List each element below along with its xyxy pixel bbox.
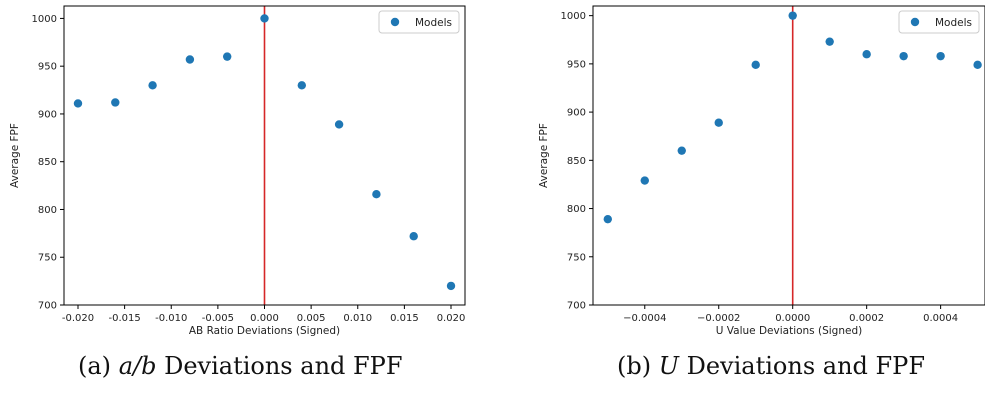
data-point-b-9: [936, 51, 945, 61]
y-tick-label-a-4: 900: [38, 109, 57, 120]
data-point-b-2: [677, 146, 686, 155]
caption-a: (a) a/b Deviations and FPF: [78, 352, 402, 380]
data-point-b-1: [640, 176, 649, 185]
x-tick-label-a-5: 0.005: [297, 313, 326, 324]
caption-a-variable: a/b: [118, 352, 157, 380]
legend-box-a: [378, 10, 460, 34]
y-tick-label-b-4: 900: [567, 108, 586, 119]
chart-a: -0.020 -0.015 -0.010 -0.005 0.000 0.005 0.010 0…: [9, 5, 466, 337]
data-point-a-5: [260, 14, 269, 23]
y-tick-label-a-0: 700: [38, 301, 57, 312]
y-tick-label-b-0: 700: [567, 301, 586, 312]
x-tick-label-b-4: 0.0004: [923, 313, 958, 324]
y-tick-label-a-6: 1000: [32, 14, 57, 25]
y-axis-label-a: Average FPF: [9, 123, 21, 188]
x-tick-label-a-2: -0.010: [155, 313, 187, 324]
data-point-a-0: [73, 99, 83, 108]
data-point-a-1: [111, 98, 120, 107]
data-point-a-3: [185, 55, 195, 64]
x-tick-label-b-2: 0.0000: [775, 313, 810, 324]
data-point-a-6: [297, 81, 307, 90]
legend-label-b: Models: [935, 17, 972, 29]
legend-a: Models: [378, 10, 460, 34]
y-tick-label-b-3: 850: [567, 156, 586, 167]
legend-b: Models: [898, 10, 980, 34]
y-tick-label-a-3: 850: [38, 157, 57, 168]
y-tick-label-b-2: 800: [567, 204, 586, 215]
data-point-b-0: [603, 214, 612, 224]
data-point-a-9: [409, 232, 418, 241]
x-tick-label-a-7: 0.015: [390, 313, 419, 324]
data-point-a-10: [446, 281, 456, 291]
y-tick-label-b-1: 750: [567, 252, 586, 263]
data-point-a-7: [334, 120, 344, 129]
x-tick-label-a-4: 0.000: [250, 313, 279, 324]
legend-label-a: Models: [415, 17, 452, 29]
y-tick-label-a-1: 750: [38, 253, 57, 264]
caption-a-label: (a): [78, 352, 112, 380]
data-point-a-2: [148, 81, 157, 90]
data-point-b-3: [714, 118, 723, 127]
legend-marker-a: [390, 17, 400, 27]
caption-b: (b) U Deviations and FPF: [617, 352, 925, 380]
caption-a-text: Deviations and FPF: [164, 352, 403, 380]
y-axis-label-b: Average FPF: [538, 123, 550, 188]
y-tick-label-a-5: 950: [38, 62, 57, 73]
data-point-b-8: [899, 51, 908, 61]
y-tick-label-b-5: 950: [567, 59, 586, 70]
x-axis-label-b: U Value Deviations (Signed): [716, 325, 862, 337]
data-point-a-8: [372, 189, 381, 199]
caption-b-text: Deviations and FPF: [686, 352, 925, 380]
data-point-b-4: [751, 60, 760, 70]
data-point-a-4: [222, 52, 232, 61]
y-tick-label-b-6: 1000: [561, 11, 586, 22]
y-tick-label-a-2: 800: [38, 205, 57, 216]
axes-frame-b: [592, 5, 985, 306]
data-point-b-6: [825, 37, 834, 46]
data-point-b-10: [973, 60, 982, 70]
x-tick-label-b-3: 0.0002: [849, 313, 884, 324]
x-tick-label-a-0: -0.020: [62, 313, 94, 324]
caption-b-variable: U: [658, 352, 679, 380]
legend-box-b: [898, 10, 980, 34]
x-tick-label-b-1: −0.0002: [697, 313, 740, 324]
data-point-b-7: [862, 50, 871, 59]
x-axis-label-a: AB Ratio Deviations (Signed): [189, 325, 340, 337]
x-tick-label-a-1: -0.015: [108, 313, 140, 324]
x-tick-label-a-3: -0.005: [202, 313, 234, 324]
data-point-b-5: [788, 11, 797, 20]
caption-b-label: (b): [617, 352, 652, 380]
legend-marker-b: [910, 17, 920, 27]
chart-b: −0.0004 −0.0002 0.0000 0.0002 0.0004 700 750 80…: [538, 5, 985, 337]
x-tick-label-b-0: −0.0004: [623, 313, 666, 324]
x-tick-label-a-8: 0.020: [437, 313, 466, 324]
x-tick-label-a-6: 0.010: [343, 313, 372, 324]
